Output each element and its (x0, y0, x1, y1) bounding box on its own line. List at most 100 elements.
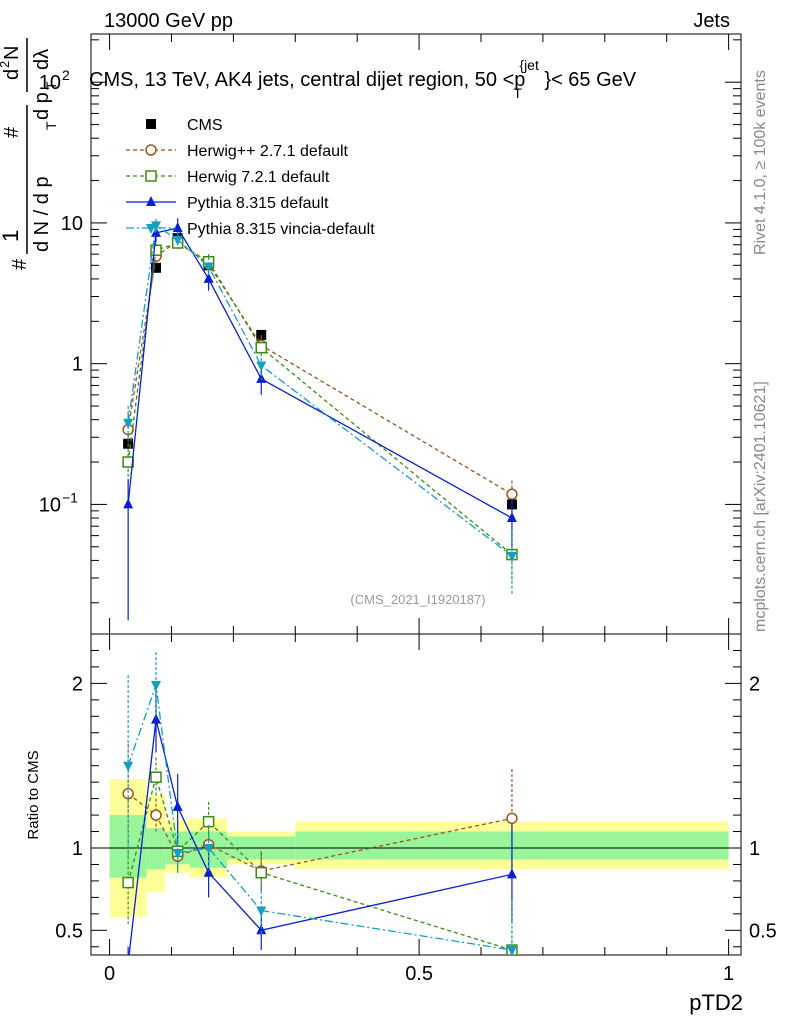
marker-circle-open (150, 809, 162, 821)
y-tick-label-main: 10 −1 (39, 489, 78, 516)
marker-triangle-down (151, 681, 161, 692)
ratio-line (127, 684, 513, 951)
marker-triangle-down (123, 418, 134, 429)
ratio-y-ticks (91, 649, 741, 948)
ratio-y-tick-label-right: 1 (749, 838, 760, 860)
ylabel-part: dλ (31, 49, 53, 70)
legend-label: Herwig++ 2.7.1 default (187, 143, 349, 160)
marker-triangle-up (203, 866, 214, 877)
marker-triangle-down (146, 224, 156, 234)
marker-triangle-down (123, 761, 134, 772)
ylabel-part: # (9, 258, 31, 270)
ylabel-part: 1 (0, 230, 23, 242)
legend-label: Herwig 7.2.1 default (187, 169, 330, 186)
title-end: }< 65 GeV (544, 69, 636, 91)
band-inner-bin (146, 828, 166, 870)
marker-triangle-down (256, 906, 267, 917)
marker-square-open (150, 771, 162, 783)
marker-square-open (122, 876, 134, 889)
ylabel-part: T (43, 81, 59, 90)
rivet-version-label: Rivet 4.1.0, ≥ 100k events (752, 70, 769, 255)
series-1 (122, 234, 518, 509)
y-tick-label-main: 10 2 (39, 67, 70, 94)
main-y-ticks (91, 39, 741, 604)
marker-triangle-down (203, 844, 214, 854)
marker-triangle-up (146, 196, 156, 206)
series-0 (123, 233, 517, 510)
marker-triangle-up (172, 222, 183, 233)
marker-circle-open (506, 488, 518, 501)
legend-item: Pythia 8.315 default (126, 195, 329, 212)
legend: CMS Herwig++ 2.7.1 default Herwig 7.2.1 de… (126, 117, 375, 238)
legend-item: Herwig++ 2.7.1 default (126, 143, 349, 160)
series-4 (123, 218, 517, 595)
marker-triangle-down (172, 848, 183, 859)
analysis-id-label: (CMS_2021_I1920187) (350, 592, 485, 607)
marker-triangle-down (203, 262, 214, 273)
x-tick-label: 0.5 (405, 963, 433, 985)
marker-triangle-up (203, 272, 214, 283)
series-line (127, 224, 513, 557)
main-series (122, 218, 518, 621)
marker-triangle-up (123, 957, 133, 967)
ylabel-part: T (43, 121, 59, 130)
marker-triangle-up (506, 512, 517, 523)
marker-square-open (122, 456, 134, 468)
ylabel-part: d p (31, 92, 53, 120)
ratio-panel-frame (90, 633, 742, 956)
title-subscript: T (513, 85, 522, 101)
legend-label: CMS (187, 117, 223, 134)
marker-triangle-down (151, 221, 161, 232)
ratio-series-2 (123, 686, 517, 967)
ratio-y-tick-label-right: 2 (749, 673, 760, 695)
y-tick-label-base: 10 (39, 72, 61, 94)
marker-square-open (255, 341, 267, 354)
series-line (127, 240, 513, 495)
y-tick-label-main: 10 (61, 213, 83, 235)
x-tick-label: 1 (723, 963, 734, 985)
y-tick-label-main: 1 (72, 354, 83, 376)
category-label: Jets (693, 10, 730, 32)
ratio-y-tick-label-right: 0.5 (749, 920, 777, 942)
marker-square-filled (151, 262, 161, 273)
ylabel-part: 2 (0, 61, 12, 68)
series-line (127, 242, 513, 556)
marker-triangle-down (506, 946, 517, 955)
marker-circle-open (145, 144, 157, 156)
y-tick-label-exp: −1 (62, 489, 78, 505)
y-tick-label-value: 1 (72, 354, 83, 376)
marker-triangle-up (506, 868, 517, 879)
x-ticks (109, 34, 730, 955)
plot-title: CMS, 13 TeV, AK4 jets, central dijet reg… (89, 57, 637, 101)
legend-item: CMS (146, 117, 223, 134)
marker-circle-open (122, 787, 134, 800)
mcplots-label: mcplots.cern.ch [arXiv:2401.10621] (752, 381, 769, 632)
ratio-y-tick-label-left: 0.5 (55, 920, 83, 942)
marker-triangle-up (151, 713, 161, 724)
title-superscript: {jet (519, 57, 539, 73)
marker-square-filled (146, 119, 156, 129)
marker-square-open (255, 866, 267, 879)
ylabel-part: d (1, 69, 23, 80)
ratio-line (128, 719, 513, 955)
marker-triangle-up (172, 800, 183, 811)
ratio-line (127, 774, 513, 951)
x-tick-label: 0 (104, 963, 115, 985)
ratio-series-3 (123, 652, 517, 955)
y-tick-label-base: 10 (39, 494, 61, 516)
legend-item: Herwig 7.2.1 default (126, 169, 330, 186)
x-axis-label: pTD2 (689, 990, 743, 1015)
ylabel-part: d N / d p (31, 176, 53, 252)
ratio-line (127, 793, 513, 872)
series-2 (122, 235, 518, 581)
ylabel-part: N (1, 46, 23, 60)
marker-square-open (145, 170, 157, 182)
ratio-y-tick-label-left: 2 (72, 673, 83, 695)
legend-label: Pythia 8.315 default (187, 195, 329, 212)
legend-label: Pythia 8.315 vincia-default (187, 221, 375, 238)
marker-triangle-down (172, 235, 183, 246)
title-main: CMS, 13 TeV, AK4 jets, central dijet reg… (89, 69, 525, 91)
ratio-series (122, 652, 518, 967)
